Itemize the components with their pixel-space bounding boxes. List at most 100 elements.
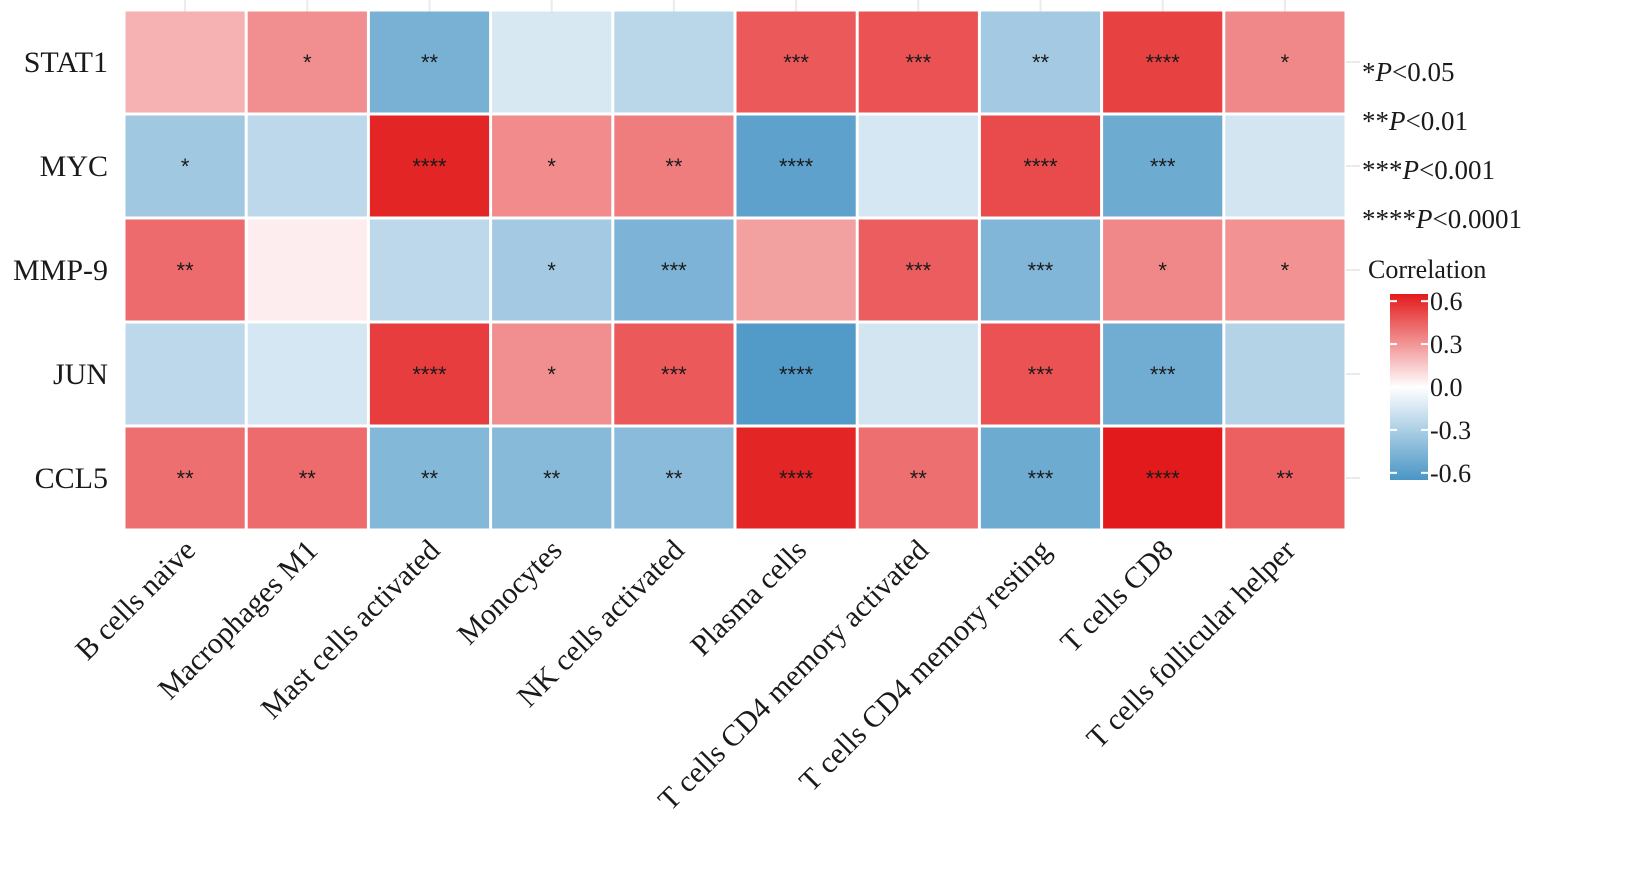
- pvalue-legend-item: *P<0.05: [1362, 57, 1454, 87]
- significance-label: ****: [1023, 154, 1058, 179]
- heatmap-cell: [614, 323, 734, 425]
- heatmap-cell: [247, 427, 367, 529]
- column-label: B cells naive: [69, 534, 202, 667]
- heatmap-cell: [492, 427, 612, 529]
- heatmap-cell: [858, 219, 978, 321]
- heatmap-cell: [980, 219, 1101, 321]
- column-label: T cells follicular helper: [1080, 534, 1301, 755]
- heatmap-cell: [369, 11, 490, 113]
- pvalue-stars: *: [1362, 57, 1376, 87]
- significance-label: ***: [1150, 362, 1176, 387]
- pvalue-stars: ***: [1362, 155, 1403, 185]
- pvalue-label: P: [1388, 106, 1406, 136]
- heatmap-cell: [369, 219, 490, 321]
- pvalue-label: P: [1415, 204, 1433, 234]
- heatmap-cell: [980, 11, 1101, 113]
- pvalue-threshold: <0.001: [1419, 155, 1495, 185]
- heatmap-cell: [614, 219, 734, 321]
- heatmap-cell: [1225, 427, 1345, 529]
- significance-label: **: [299, 466, 317, 491]
- heatmap-cell: [980, 115, 1101, 217]
- background-grid: [184, 0, 1360, 479]
- pvalue-threshold: <0.05: [1392, 57, 1454, 87]
- heatmap-cell: [1225, 219, 1345, 321]
- heatmap-cells: [125, 11, 1345, 529]
- significance-label: **: [665, 466, 683, 491]
- column-label: T cells CD8: [1054, 534, 1179, 659]
- heatmap-cell: [1103, 115, 1223, 217]
- significance-labels: * ** *** *** ** **** ** **** * ** **** **** ***** * **…: [177, 50, 1294, 491]
- significance-label: ***: [905, 258, 931, 283]
- significance-label: *: [181, 154, 190, 179]
- colorbar-tick-label: -0.3: [1430, 416, 1471, 445]
- heatmap-cell: [369, 115, 490, 217]
- heatmap-cell: [1225, 115, 1345, 217]
- heatmap-cell: [858, 427, 978, 529]
- significance-label: **: [421, 466, 439, 491]
- significance-label: **: [421, 50, 439, 75]
- significance-label: ****: [412, 154, 447, 179]
- pvalue-legend-item: **P<0.01: [1362, 106, 1468, 136]
- column-label: Plasma cells: [684, 534, 813, 663]
- significance-label: ****: [779, 154, 814, 179]
- colorbar-tick-label: 0.3: [1430, 330, 1463, 359]
- significance-label: *: [1281, 50, 1290, 75]
- pvalue-legend-item: ****P<0.0001: [1362, 204, 1522, 234]
- heatmap-cell: [125, 427, 245, 529]
- significance-label: ****: [779, 466, 814, 491]
- significance-label: ***: [1028, 258, 1054, 283]
- heatmap-cell: [247, 323, 367, 425]
- colorbar-legend: Correlation 0.6 0.3 0.0 -0.3 -0.6: [1368, 255, 1486, 488]
- column-label: Monocytes: [451, 534, 569, 652]
- legend-title: Correlation: [1368, 255, 1486, 284]
- heatmap-cell: [247, 115, 367, 217]
- significance-label: *: [547, 362, 556, 387]
- heatmap-cell: [736, 219, 856, 321]
- significance-label: *: [547, 258, 556, 283]
- row-label: MMP-9: [13, 254, 108, 287]
- heatmap-cell: [1225, 11, 1345, 113]
- colorbar-tick-label: 0.6: [1430, 287, 1463, 316]
- heatmap-cell: [492, 11, 612, 113]
- heatmap-cell: [980, 427, 1101, 529]
- significance-label: **: [665, 154, 683, 179]
- significance-label: ***: [905, 50, 931, 75]
- significance-label: **: [1032, 50, 1050, 75]
- heatmap-cell: [369, 323, 490, 425]
- significance-label: ***: [1028, 362, 1054, 387]
- heatmap-cell: [492, 115, 612, 217]
- pvalue-label: P: [1375, 57, 1393, 87]
- significance-label: ***: [783, 50, 809, 75]
- heatmap-cell: [980, 323, 1101, 425]
- significance-label: *: [547, 154, 556, 179]
- pvalue-stars: ****: [1362, 204, 1416, 234]
- significance-label: **: [543, 466, 561, 491]
- significance-label: ****: [1146, 466, 1181, 491]
- heatmap-cell: [125, 323, 245, 425]
- significance-label: ***: [1028, 466, 1054, 491]
- significance-label: ****: [779, 362, 814, 387]
- significance-label: *: [1158, 258, 1167, 283]
- pvalue-label: P: [1402, 155, 1420, 185]
- significance-label: **: [1276, 466, 1294, 491]
- heatmap-cell: [736, 11, 856, 113]
- heatmap-cell: [1103, 11, 1223, 113]
- row-labels: STAT1 MYC MMP-9 JUN CCL5: [13, 46, 108, 495]
- significance-label: ****: [412, 362, 447, 387]
- significance-label: *: [1281, 258, 1290, 283]
- heatmap-cell: [1103, 323, 1223, 425]
- pvalue-threshold: <0.0001: [1433, 204, 1522, 234]
- heatmap-cell: [492, 219, 612, 321]
- heatmap-cell: [614, 11, 734, 113]
- significance-label: *: [303, 50, 312, 75]
- significance-label: ***: [1150, 154, 1176, 179]
- heatmap-cell: [736, 427, 856, 529]
- pvalue-threshold: <0.01: [1406, 106, 1468, 136]
- heatmap-cell: [369, 427, 490, 529]
- heatmap-cell: [1103, 427, 1223, 529]
- heatmap-cell: [1103, 219, 1223, 321]
- significance-label: ***: [661, 362, 687, 387]
- heatmap-cell: [1225, 323, 1345, 425]
- heatmap-cell: [614, 427, 734, 529]
- significance-label: **: [910, 466, 928, 491]
